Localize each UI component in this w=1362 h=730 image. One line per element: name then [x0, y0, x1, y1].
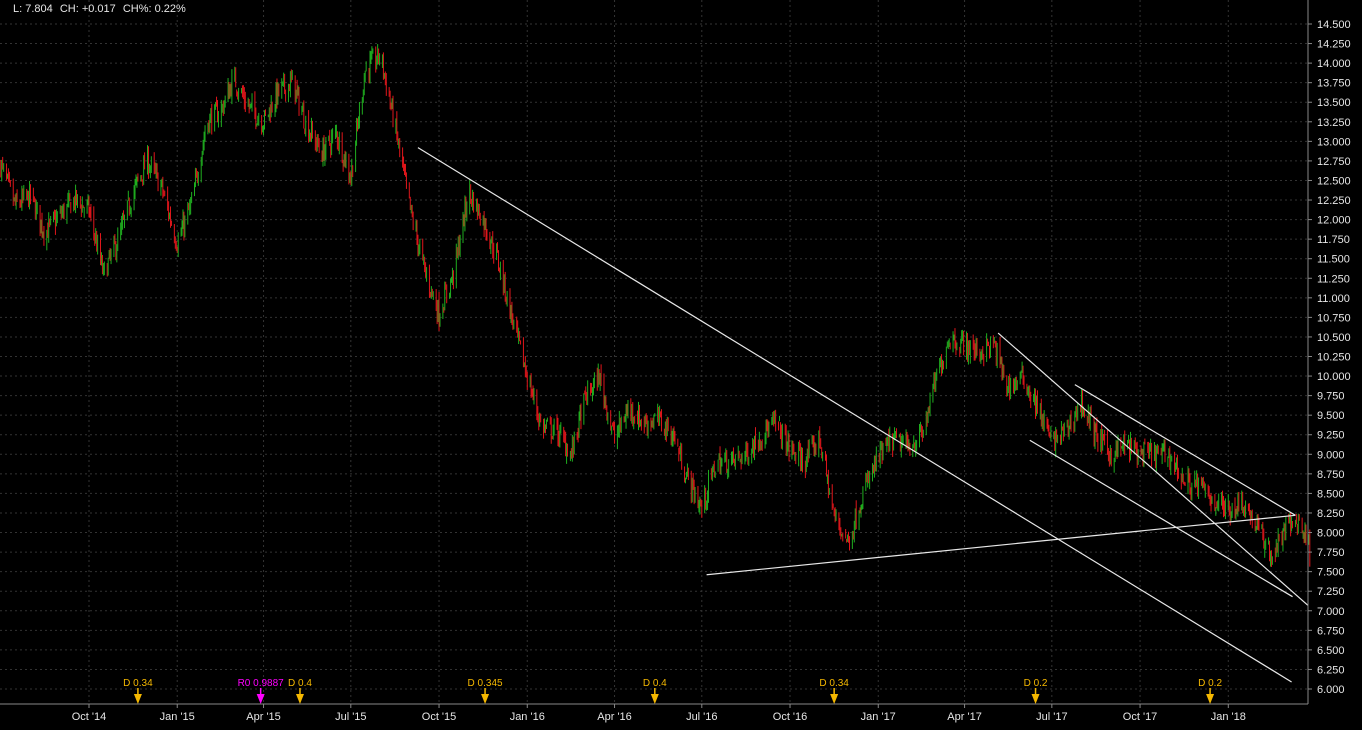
x-tick-label: Oct '14 — [72, 711, 107, 723]
y-tick-label: 6.250 — [1317, 664, 1345, 676]
event-label: D 0.34 — [819, 678, 849, 689]
y-tick-label: 6.750 — [1317, 625, 1345, 637]
y-tick-label: 13.250 — [1317, 117, 1351, 129]
x-tick-label: Apr '16 — [597, 711, 632, 723]
y-tick-label: 12.250 — [1317, 195, 1351, 207]
y-tick-label: 10.250 — [1317, 352, 1351, 364]
y-tick-label: 12.000 — [1317, 215, 1351, 227]
x-tick-label: Jan '16 — [510, 711, 545, 723]
x-tick-label: Oct '15 — [422, 711, 457, 723]
dividend-marker-icon — [650, 694, 659, 704]
y-tick-label: 10.750 — [1317, 312, 1351, 324]
x-tick-label: Jul '17 — [1036, 711, 1067, 723]
trendline — [706, 514, 1296, 576]
y-tick-label: 10.000 — [1317, 371, 1351, 383]
x-tick-label: Jul '16 — [686, 711, 717, 723]
trendline — [997, 332, 1309, 606]
event-label: R0 0.9887 — [238, 678, 285, 689]
y-tick-label: 7.750 — [1317, 547, 1345, 559]
y-tick-label: 9.750 — [1317, 391, 1345, 403]
y-tick-label: 8.000 — [1317, 528, 1345, 540]
dividend-marker-icon — [1031, 694, 1040, 704]
y-tick-label: 8.500 — [1317, 488, 1345, 500]
quote-header: L: 7.804 CH: +0.017 CH%: 0.22% — [13, 3, 190, 15]
y-tick-label: 14.250 — [1317, 39, 1351, 51]
change: CH: +0.017 — [59, 3, 116, 15]
event-label: D 0.2 — [1198, 678, 1222, 689]
trendline — [1029, 439, 1293, 598]
x-tick-label: Jan '17 — [861, 711, 896, 723]
dividend-marker-icon — [481, 694, 490, 704]
event-markers: D 0.34 R0 0.9887 D 0.4 D 0.345 D 0.4 D 0.34 D … — [123, 678, 1222, 704]
y-tick-label: 14.000 — [1317, 58, 1351, 70]
event-label: D 0.4 — [643, 678, 667, 689]
dividend-marker-icon — [295, 694, 304, 704]
y-tick-label: 8.250 — [1317, 508, 1345, 520]
y-tick-label: 13.750 — [1317, 78, 1351, 90]
change-percent: CH%: 0.22% — [122, 3, 186, 15]
y-tick-label: 12.750 — [1317, 156, 1351, 168]
y-tick-label: 9.500 — [1317, 410, 1345, 422]
x-tick-label: Jan '18 — [1211, 711, 1246, 723]
x-tick-label: Apr '15 — [246, 711, 281, 723]
dividend-marker-icon — [1206, 694, 1215, 704]
trendlines — [417, 147, 1309, 683]
last-price: L: 7.804 — [13, 3, 53, 15]
split-marker-icon — [256, 694, 265, 704]
y-tick-label: 11.000 — [1317, 293, 1350, 305]
x-tick-label: Jan '15 — [160, 711, 195, 723]
event-label: D 0.4 — [288, 678, 312, 689]
y-tick-label: 7.250 — [1317, 586, 1345, 598]
trendline — [417, 147, 1292, 683]
dividend-marker-icon — [830, 694, 839, 704]
y-tick-label: 13.000 — [1317, 136, 1351, 148]
x-tick-label: Apr '17 — [947, 711, 982, 723]
event-label: D 0.2 — [1024, 678, 1048, 689]
dividend-marker-icon — [133, 694, 142, 704]
x-tick-label: Oct '17 — [1123, 711, 1158, 723]
y-tick-label: 11.250 — [1317, 273, 1350, 285]
y-tick-label: 6.000 — [1317, 684, 1345, 696]
event-label: D 0.34 — [123, 678, 153, 689]
x-tick-label: Jul '15 — [335, 711, 366, 723]
y-tick-label: 14.500 — [1317, 19, 1351, 31]
x-tick-label: Oct '16 — [773, 711, 808, 723]
y-tick-label: 9.000 — [1317, 449, 1345, 461]
y-tick-label: 12.500 — [1317, 175, 1351, 187]
y-tick-label: 13.500 — [1317, 97, 1351, 109]
trendline — [1074, 384, 1296, 516]
event-label: D 0.345 — [468, 678, 503, 689]
y-tick-label: 7.500 — [1317, 567, 1345, 579]
y-tick-label: 6.500 — [1317, 645, 1345, 657]
y-tick-label: 8.750 — [1317, 469, 1345, 481]
y-tick-label: 7.000 — [1317, 606, 1345, 618]
price-bars — [0, 44, 1311, 567]
y-tick-label: 9.250 — [1317, 430, 1345, 442]
y-tick-label: 10.500 — [1317, 332, 1351, 344]
y-tick-label: 11.750 — [1317, 234, 1350, 246]
y-tick-label: 11.500 — [1317, 254, 1350, 266]
grid — [0, 0, 1308, 704]
